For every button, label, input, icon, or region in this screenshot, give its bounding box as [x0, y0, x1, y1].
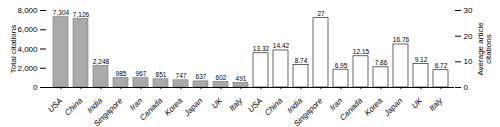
- svg-text:Japan: Japan: [182, 96, 205, 119]
- svg-text:7,126: 7,126: [73, 11, 90, 18]
- svg-text:602: 602: [216, 74, 227, 81]
- svg-text:Singapore: Singapore: [92, 96, 125, 127]
- svg-text:USA: USA: [246, 96, 264, 114]
- svg-text:China: China: [63, 96, 85, 118]
- svg-text:7.86: 7.86: [375, 59, 388, 66]
- svg-text:UK: UK: [410, 96, 425, 111]
- svg-text:Canada: Canada: [338, 96, 365, 123]
- svg-text:0: 0: [33, 83, 38, 92]
- svg-text:637: 637: [196, 73, 207, 80]
- svg-text:7,304: 7,304: [53, 9, 70, 16]
- svg-text:Japan: Japan: [382, 96, 405, 119]
- svg-text:2,000: 2,000: [17, 64, 38, 73]
- svg-text:10: 10: [464, 57, 473, 66]
- svg-text:India: India: [85, 96, 105, 115]
- svg-text:851: 851: [156, 71, 167, 78]
- svg-text:4,000: 4,000: [17, 45, 38, 54]
- svg-text:India: India: [285, 96, 305, 115]
- svg-text:Italy: Italy: [427, 95, 444, 112]
- svg-text:8,000: 8,000: [17, 6, 38, 15]
- svg-text:Iran: Iran: [328, 96, 345, 113]
- svg-text:Korea: Korea: [363, 96, 385, 118]
- svg-text:30: 30: [464, 6, 473, 15]
- svg-text:491: 491: [236, 75, 247, 82]
- svg-text:0: 0: [464, 83, 469, 92]
- svg-text:13.32: 13.32: [253, 45, 270, 52]
- svg-text:8.74: 8.74: [295, 57, 308, 64]
- svg-text:14.42: 14.42: [273, 42, 290, 49]
- svg-text:China: China: [263, 96, 285, 118]
- svg-text:USA: USA: [46, 96, 64, 114]
- svg-text:6,000: 6,000: [17, 25, 38, 34]
- svg-text:Average articlecitations: Average articlecitations: [476, 22, 493, 76]
- svg-text:985: 985: [116, 70, 127, 77]
- svg-text:967: 967: [136, 70, 147, 77]
- svg-text:9.12: 9.12: [415, 56, 428, 63]
- svg-text:27: 27: [317, 10, 325, 17]
- svg-text:20: 20: [464, 32, 473, 41]
- svg-text:Singapore: Singapore: [292, 96, 325, 127]
- svg-text:2,248: 2,248: [93, 58, 110, 65]
- svg-text:16.76: 16.76: [393, 36, 410, 43]
- svg-text:UK: UK: [210, 96, 225, 111]
- svg-text:Canada: Canada: [138, 96, 165, 123]
- svg-text:6.72: 6.72: [435, 62, 448, 69]
- svg-text:Total citations: Total citations: [9, 25, 18, 73]
- svg-text:Korea: Korea: [163, 96, 185, 118]
- svg-text:Iran: Iran: [128, 96, 145, 113]
- svg-text:Italy: Italy: [227, 95, 244, 112]
- svg-text:12.15: 12.15: [353, 48, 370, 55]
- svg-text:6.95: 6.95: [335, 62, 348, 69]
- svg-text:747: 747: [176, 72, 187, 79]
